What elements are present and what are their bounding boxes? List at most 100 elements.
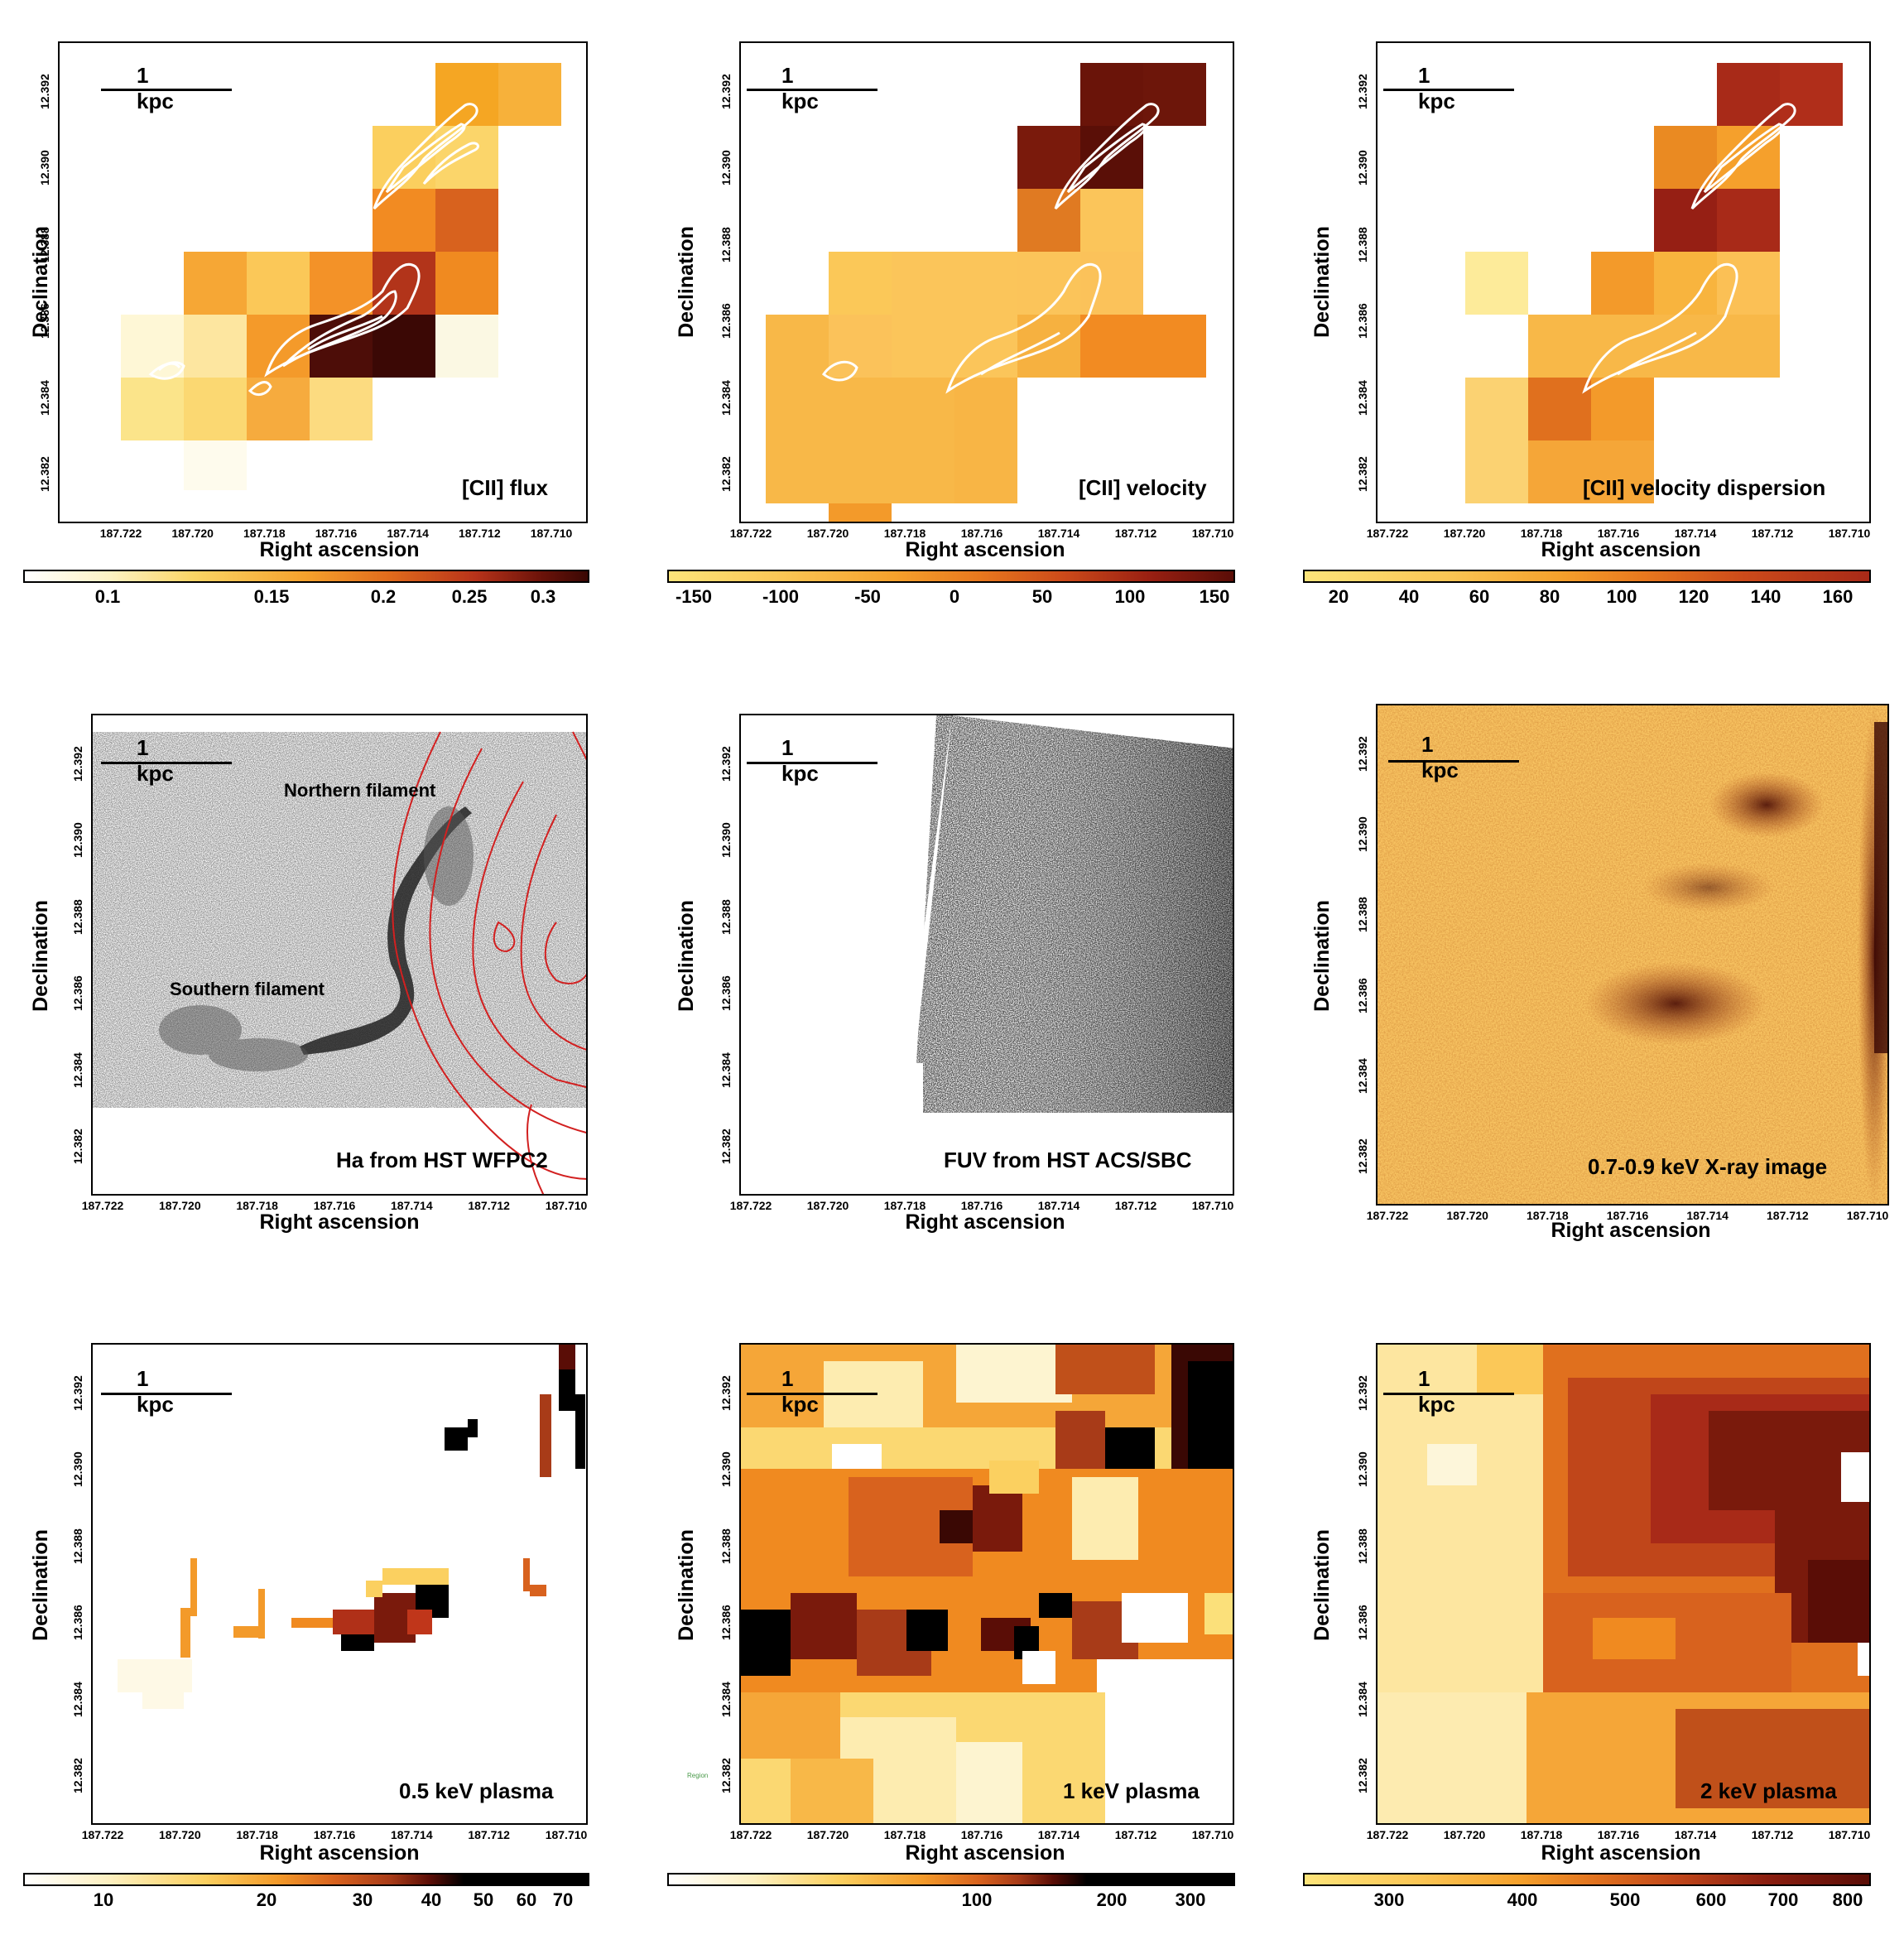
map-frame: [739, 714, 1234, 1196]
y-tick-label: 12.388: [719, 226, 733, 262]
panel-label: FUV from HST ACS/SBC: [944, 1148, 1192, 1172]
y-tick-label: 12.386: [71, 1605, 84, 1641]
scale-label: 1 kpc: [781, 63, 819, 113]
scale-bar: [1383, 1393, 1514, 1395]
x-tick-label: 187.720: [1446, 1209, 1488, 1222]
x-tick-label: 187.716: [960, 527, 1003, 540]
y-tick-label: 12.388: [1356, 897, 1369, 933]
panel-label: Ha from HST WFPC2: [336, 1148, 548, 1172]
scale-label: 1 kpc: [1418, 1366, 1455, 1417]
y-tick-label: 12.386: [1356, 303, 1369, 339]
x-tick-label: 187.710: [1191, 1828, 1234, 1841]
colorbar-tick: -150: [675, 586, 713, 607]
colorbar-tick: 800: [1832, 1889, 1863, 1910]
y-tick-label: 12.386: [719, 1605, 733, 1641]
x-tick-label: 187.716: [960, 1828, 1003, 1841]
x-tick-label: 187.718: [236, 1199, 278, 1212]
scale-label: 1 kpc: [137, 1366, 174, 1417]
x-tick-label: 187.714: [1037, 1828, 1080, 1841]
colorbar: [667, 570, 1235, 583]
y-tick-label: 12.392: [1356, 74, 1369, 109]
x-tick-label: 187.716: [960, 1199, 1003, 1212]
x-tick-label: 187.714: [1037, 527, 1080, 540]
x-tick-label: 187.712: [1114, 1199, 1157, 1212]
y-tick-label: 12.386: [719, 975, 733, 1012]
x-tick-label: 187.714: [1686, 1209, 1729, 1222]
y-tick-label: 12.382: [71, 1758, 84, 1793]
x-tick-label: 187.718: [1520, 527, 1563, 540]
y-tick-label: 12.392: [1356, 1375, 1369, 1411]
y-tick-label: 12.390: [1356, 816, 1369, 853]
map-frame: [739, 41, 1234, 523]
map-frame: [58, 41, 588, 523]
y-tick-label: 12.382: [719, 1758, 733, 1793]
y-tick-label: 12.384: [1356, 1681, 1369, 1717]
colorbar-tick: 600: [1695, 1889, 1727, 1910]
scale-bar: [1388, 760, 1519, 763]
y-tick-label: 12.382: [1356, 1138, 1369, 1174]
x-tick-label: 187.714: [1674, 1828, 1717, 1841]
y-tick-label: 12.386: [1356, 1605, 1369, 1641]
y-tick-label: 12.382: [719, 1129, 733, 1164]
scale-bar: [747, 1393, 877, 1395]
x-tick-label: 187.718: [1520, 1828, 1563, 1841]
x-tick-label: 187.722: [99, 527, 142, 540]
y-tick-label: 12.386: [38, 303, 51, 339]
x-axis-label: Right ascension: [1541, 1841, 1701, 1865]
xray-map: [1378, 705, 1887, 1204]
y-tick-label: 12.390: [719, 150, 733, 186]
colorbar-tick: 40: [421, 1889, 442, 1910]
annotation-northern-filament: Northern filament: [284, 780, 436, 801]
x-tick-label: 187.716: [313, 1199, 356, 1212]
scale-label: 1 kpc: [1418, 63, 1455, 113]
x-tick-label: 187.720: [171, 527, 214, 540]
x-tick-label: 187.712: [1751, 1828, 1794, 1841]
x-tick-label: 187.710: [1191, 527, 1234, 540]
panel-label: [CII] velocity dispersion: [1583, 475, 1826, 500]
annotation-southern-filament: Southern filament: [170, 979, 325, 999]
scale-label: 1 kpc: [781, 1366, 819, 1417]
y-axis-label: Declination: [674, 226, 698, 338]
colorbar-tick: 0.3: [530, 586, 556, 607]
plasma-2-map: [1378, 1345, 1869, 1823]
x-tick-label: 187.710: [1191, 1199, 1234, 1212]
plasma-1-map: [741, 1345, 1233, 1823]
y-tick-label: 12.392: [38, 74, 51, 109]
x-tick-label: 187.718: [243, 527, 286, 540]
x-tick-label: 187.718: [236, 1828, 278, 1841]
x-tick-label: 187.720: [1443, 527, 1486, 540]
x-tick-label: 187.710: [545, 1828, 588, 1841]
colorbar-tick: -50: [854, 586, 881, 607]
x-tick-label: 187.714: [1674, 527, 1717, 540]
x-tick-label: 187.716: [315, 527, 358, 540]
scale-bar: [747, 89, 877, 91]
y-tick-label: 12.382: [1356, 456, 1369, 492]
y-tick-label: 12.388: [719, 898, 733, 935]
x-tick-label: 187.720: [806, 1199, 849, 1212]
x-tick-label: 187.714: [391, 1199, 433, 1212]
y-axis-label: Declination: [1310, 1529, 1334, 1641]
colorbar-tick: 100: [1114, 586, 1146, 607]
scale-bar: [747, 762, 877, 764]
colorbar-tick: 160: [1822, 586, 1854, 607]
x-tick-label: 187.722: [729, 1828, 772, 1841]
colorbar-tick: -100: [762, 586, 800, 607]
y-axis-label: Declination: [1310, 226, 1334, 338]
y-tick-label: 12.382: [71, 1129, 84, 1164]
y-tick-label: 12.388: [71, 1528, 84, 1564]
y-axis-label: Declination: [1310, 900, 1334, 1012]
y-tick-label: 12.390: [38, 150, 51, 186]
map-frame: [739, 1343, 1234, 1825]
colorbar: [1303, 1873, 1871, 1886]
colorbar-tick: 30: [352, 1889, 373, 1910]
x-tick-label: 187.714: [391, 1828, 433, 1841]
plasma-05-map: [93, 1345, 586, 1823]
colorbar-tick: 20: [1328, 586, 1349, 607]
x-tick-label: 187.718: [1527, 1209, 1569, 1222]
scale-label: 1 kpc: [137, 63, 174, 113]
x-axis-label: Right ascension: [259, 1841, 420, 1865]
x-tick-label: 187.722: [1366, 1828, 1409, 1841]
scale-bar: [101, 1393, 232, 1395]
x-tick-label: 187.710: [1828, 1828, 1871, 1841]
scale-bar: [1383, 89, 1514, 91]
